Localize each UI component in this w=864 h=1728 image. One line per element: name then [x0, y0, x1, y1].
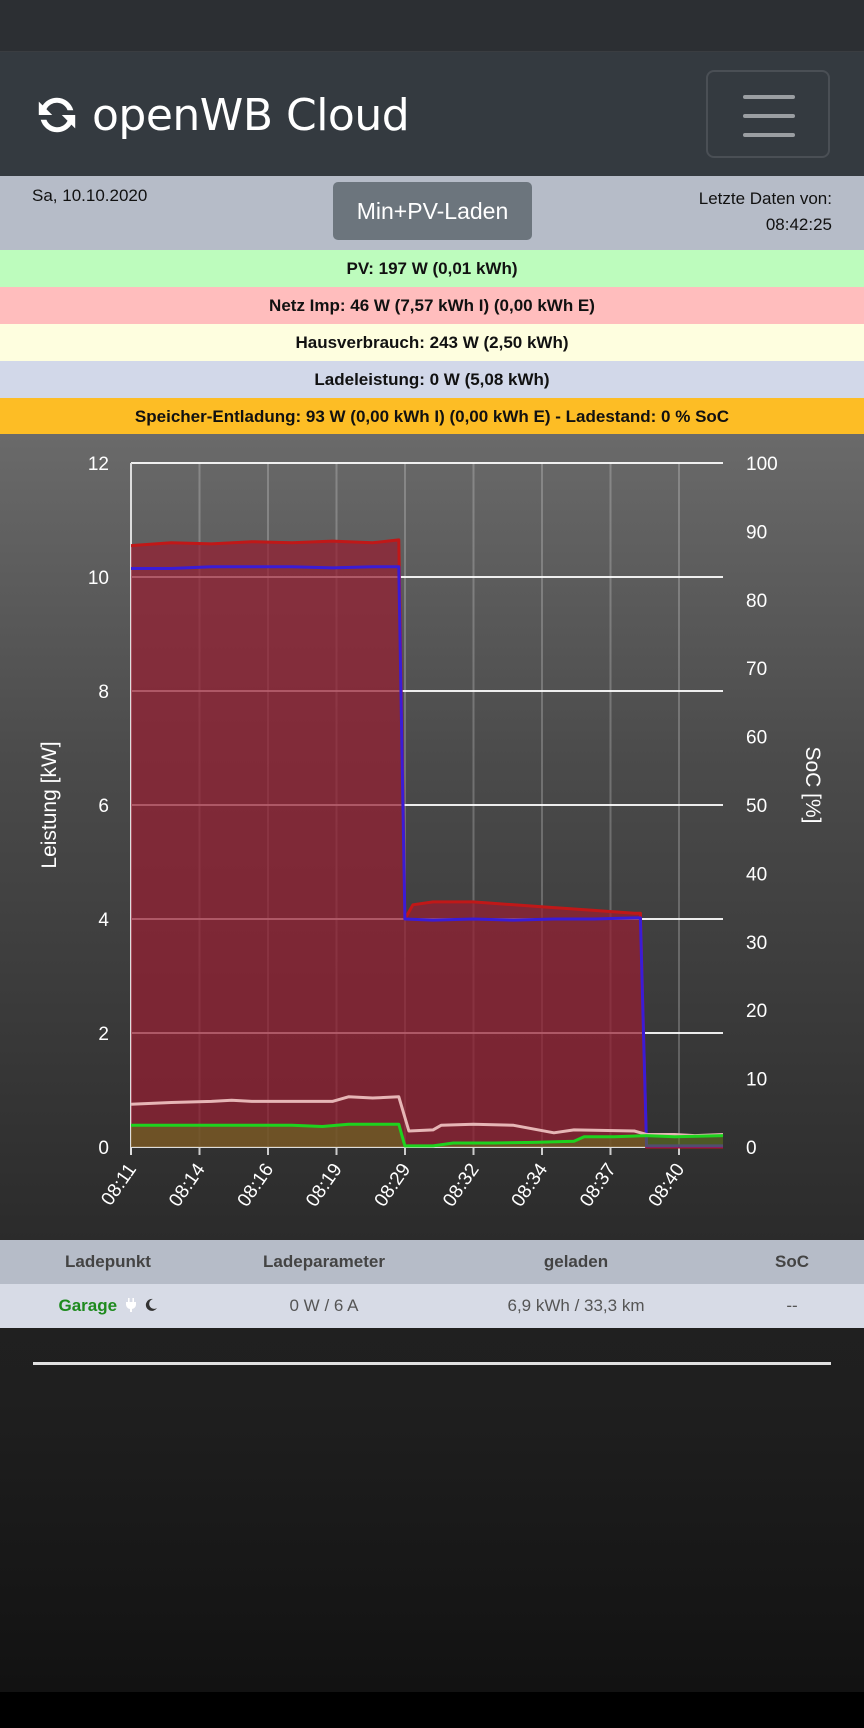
x-tick-label: 08:19 [302, 1160, 346, 1211]
brand[interactable]: openWB Cloud [34, 88, 410, 142]
y-tick-label: 12 [88, 454, 109, 475]
series-line-hausverbrauch [130, 1095, 724, 1138]
y-tick-label: 10 [88, 568, 109, 589]
bottom-strip [0, 1692, 864, 1728]
table-row[interactable]: Garage 0 W / 6 A 6,9 kWh / 33,3 km -- [0, 1284, 864, 1328]
chargepoint-charged: 6,9 kWh / 33,3 km [507, 1296, 645, 1315]
chart-svg: 08:11 08:14 08:16 08:19 08:29 08:32 08:34 08:37… [38, 454, 824, 1211]
x-tick-label: 08:32 [439, 1160, 483, 1211]
y2-axis-title: SoC [%] [801, 746, 824, 823]
info-row: Sa, 10.10.2020 Min+PV-Laden Letzte Daten… [0, 176, 864, 250]
house-stat: Hausverbrauch: 243 W (2,50 kWh) [0, 324, 864, 361]
y-axis-title: Leistung [kW] [38, 741, 61, 868]
y2-tick-label: 20 [746, 1001, 767, 1022]
divider [33, 1362, 831, 1365]
series-line-pv [131, 1122, 724, 1148]
grid-stat: Netz Imp: 46 W (7,57 kWh I) (0,00 kWh E) [0, 287, 864, 324]
last-data: Letzte Daten von: 08:42:25 [699, 186, 832, 238]
header-soc: SoC [775, 1252, 809, 1271]
x-tick-label: 08:11 [97, 1160, 141, 1210]
x-tick-label: 08:14 [165, 1159, 210, 1210]
menu-button[interactable] [706, 70, 830, 158]
hamburger-icon [743, 95, 795, 99]
y2-tick-label: 0 [746, 1138, 757, 1159]
y2-tick-label: 60 [746, 728, 767, 749]
navbar: openWB Cloud [0, 52, 864, 176]
last-data-label: Letzte Daten von: [698, 189, 832, 208]
y-tick-label: 6 [98, 796, 109, 817]
x-tick-label: 08:40 [645, 1160, 689, 1211]
plug-icon [125, 1298, 136, 1312]
y2-tick-label: 50 [746, 796, 767, 817]
series-line-netz [130, 538, 723, 1149]
charge-stat: Ladeleistung: 0 W (5,08 kWh) [0, 361, 864, 398]
header-geladen: geladen [543, 1252, 609, 1271]
y-tick-label: 8 [98, 682, 109, 703]
y2-tick-label: 40 [746, 864, 767, 885]
y-tick-label: 0 [98, 1138, 109, 1159]
y-tick-label: 2 [98, 1024, 109, 1045]
date-label: Sa, 10.10.2020 [32, 186, 148, 205]
y2-tick-label: 30 [746, 933, 767, 954]
y2-tick-label: 10 [746, 1070, 767, 1091]
status-strip [0, 0, 864, 52]
moon-icon [145, 1298, 157, 1311]
y2-tick-label: 80 [746, 591, 767, 612]
header-ladeparameter: Ladeparameter [263, 1252, 385, 1271]
last-data-time: 08:42:25 [765, 215, 832, 234]
series-area-netz [131, 539, 723, 1147]
chargepoint-params: 0 W / 6 A [289, 1296, 359, 1315]
chargepoint-table: Ladepunkt Ladeparameter geladen SoC Gara… [0, 1240, 864, 1328]
hamburger-line [743, 133, 795, 137]
chargepoint-soc: -- [786, 1296, 798, 1315]
charge-mode-button[interactable]: Min+PV-Laden [333, 182, 532, 240]
x-tick-label: 08:34 [508, 1159, 553, 1210]
sync-icon [38, 97, 76, 133]
header-ladepunkt: Ladepunkt [65, 1252, 151, 1271]
y2-tick-label: 100 [746, 454, 778, 475]
hamburger-line [743, 114, 795, 118]
x-tick-label: 08:16 [234, 1160, 278, 1211]
x-tick-label: 08:37 [576, 1160, 620, 1211]
chargepoint-name-cell[interactable]: Garage [0, 1296, 216, 1316]
storage-stat: Speicher-Entladung: 93 W (0,00 kWh I) (0… [0, 398, 864, 435]
chargepoint-name: Garage [58, 1296, 118, 1315]
pv-stat: PV: 197 W (0,01 kWh) [0, 250, 864, 287]
table-header: Ladepunkt Ladeparameter geladen SoC [0, 1240, 864, 1284]
app-title: openWB Cloud [92, 89, 410, 141]
series-line-ladeleistung [131, 565, 723, 1148]
y2-tick-label: 90 [746, 522, 767, 543]
power-chart[interactable]: 08:11 08:14 08:16 08:19 08:29 08:32 08:34 08:37… [0, 434, 864, 1240]
y2-tick-label: 70 [746, 659, 767, 680]
x-tick-label: 08:29 [371, 1160, 415, 1211]
y-tick-label: 4 [98, 910, 109, 931]
